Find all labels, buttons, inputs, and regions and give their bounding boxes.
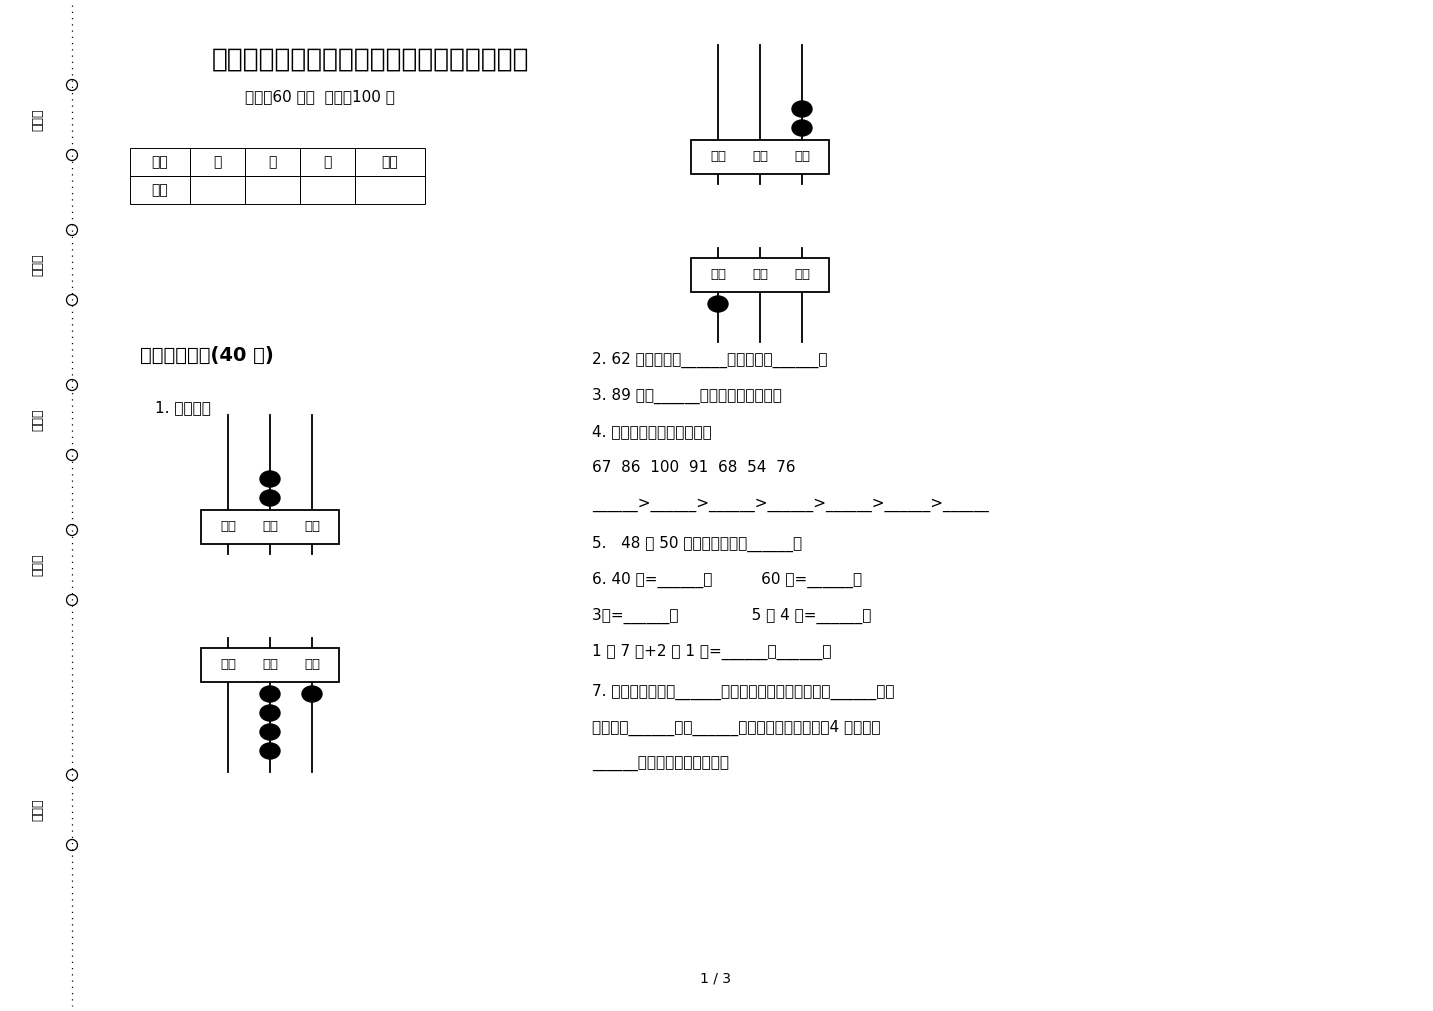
Text: 苏教版同步水平一年级下学期数学期末模拟试: 苏教版同步水平一年级下学期数学期末模拟试 [211, 47, 529, 73]
Text: 百位: 百位 [709, 269, 727, 281]
Ellipse shape [259, 686, 279, 702]
Text: ______号图形是完全一样的。: ______号图形是完全一样的。 [592, 756, 729, 771]
Text: 5.   48 和 50 中间的一个数是______。: 5. 48 和 50 中间的一个数是______。 [592, 536, 802, 552]
Bar [130, 148, 191, 176]
Bar [691, 140, 830, 174]
Ellipse shape [259, 743, 279, 759]
Bar [245, 148, 299, 176]
Text: 正方形有______个。______号图形是平行四边形，4 号图形和: 正方形有______个。______号图形是平行四边形，4 号图形和 [592, 720, 880, 736]
Text: 十位: 十位 [262, 658, 278, 671]
Bar [245, 176, 299, 204]
Ellipse shape [792, 120, 813, 136]
Ellipse shape [259, 471, 279, 487]
Text: 考场：: 考场： [32, 254, 44, 276]
Ellipse shape [302, 686, 322, 702]
Text: 十位: 十位 [752, 269, 768, 281]
Text: 百位: 百位 [709, 151, 727, 164]
Text: 百位: 百位 [221, 658, 236, 671]
Bar [299, 176, 355, 204]
Text: 个位: 个位 [794, 151, 810, 164]
Bar [691, 258, 830, 292]
Text: 十位: 十位 [262, 521, 278, 534]
Text: 6. 40 角=______元          60 分=______角: 6. 40 角=______元 60 分=______角 [592, 572, 863, 588]
Text: 百位: 百位 [221, 521, 236, 534]
Text: 个位: 个位 [304, 658, 320, 671]
Bar [355, 148, 426, 176]
Text: 2. 62 的个位上是______，十位上是______。: 2. 62 的个位上是______，十位上是______。 [592, 352, 827, 368]
Text: 3. 89 再加______就是最大的两位数。: 3. 89 再加______就是最大的两位数。 [592, 388, 782, 404]
Text: 1. 看图写数: 1. 看图写数 [155, 400, 211, 416]
Text: 67  86  100  91  68  54  76: 67 86 100 91 68 54 76 [592, 460, 795, 475]
Bar [299, 148, 355, 176]
Text: 个位: 个位 [304, 521, 320, 534]
Text: 1 元 7 角+2 元 1 角=______元______角: 1 元 7 角+2 元 1 角=______元______角 [592, 644, 831, 660]
Text: 1 / 3: 1 / 3 [701, 971, 731, 985]
Ellipse shape [259, 705, 279, 721]
Bar [191, 148, 245, 176]
Text: 十位: 十位 [752, 151, 768, 164]
Text: 姓名：: 姓名： [32, 408, 44, 432]
Bar [201, 510, 340, 544]
Bar [130, 176, 191, 204]
Text: 考号：: 考号： [32, 109, 44, 131]
Text: 总分: 总分 [381, 155, 398, 169]
Text: 个位: 个位 [794, 269, 810, 281]
Ellipse shape [259, 490, 279, 506]
Text: 7. 如图，七巧板由______种图形组成，其中三角形有______个，: 7. 如图，七巧板由______种图形组成，其中三角形有______个， [592, 683, 894, 700]
Bar [191, 176, 245, 204]
Text: 时间：60 分钟  满分：100 分: 时间：60 分钟 满分：100 分 [245, 90, 396, 104]
Text: 班级：: 班级： [32, 554, 44, 576]
Text: 一: 一 [214, 155, 222, 169]
Text: 学校：: 学校： [32, 799, 44, 821]
Ellipse shape [792, 101, 813, 117]
Text: 二: 二 [268, 155, 277, 169]
Bar [355, 176, 426, 204]
Text: ______>______>______>______>______>______>______: ______>______>______>______>______>_____… [592, 496, 989, 512]
Text: 4. 从大到小排列下面各数。: 4. 从大到小排列下面各数。 [592, 425, 712, 440]
Text: 题号: 题号 [152, 155, 168, 169]
Text: 一、基础练习(40 分): 一、基础练习(40 分) [140, 346, 274, 365]
Ellipse shape [708, 296, 728, 312]
Ellipse shape [259, 724, 279, 740]
Bar [201, 648, 340, 682]
Text: 3元=______角               5 元 4 角=______角: 3元=______角 5 元 4 角=______角 [592, 608, 871, 624]
Text: 得分: 得分 [152, 183, 168, 197]
Text: 三: 三 [324, 155, 331, 169]
